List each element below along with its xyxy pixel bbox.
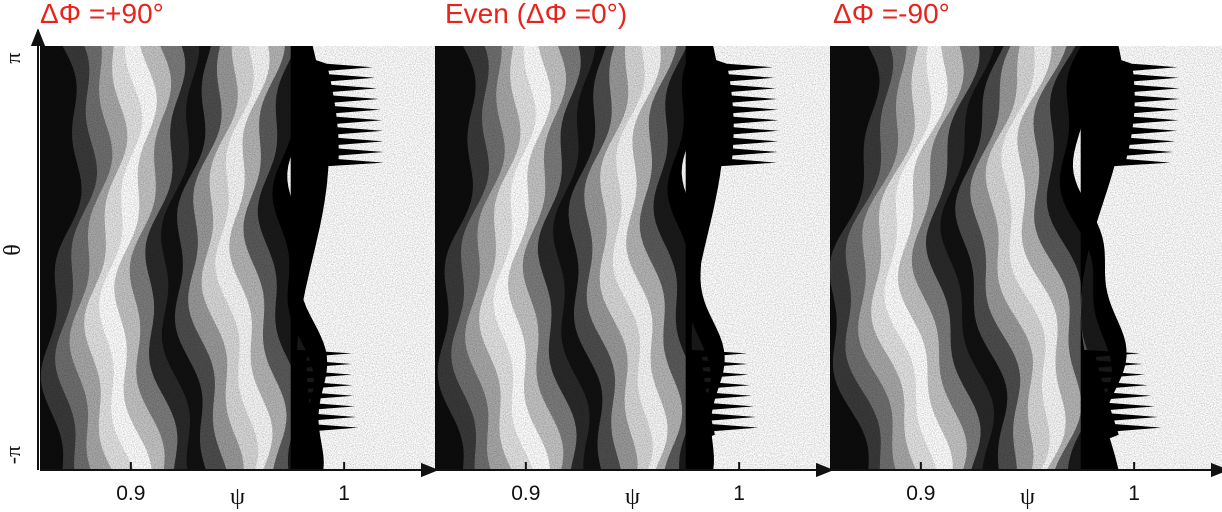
panel-2: 0.9 1 ψ xyxy=(435,46,834,510)
y-tick-pi: π xyxy=(0,52,25,63)
texture-overlay xyxy=(435,46,830,470)
panel-1-title: ΔΦ =+90° xyxy=(40,0,164,29)
phase-portrait xyxy=(435,46,830,470)
x-axis: 0.9 1 ψ xyxy=(40,462,439,510)
panel-2-title: Even (ΔΦ =0°) xyxy=(445,0,628,29)
x-tick-label-1: 1 xyxy=(1128,482,1140,505)
y-axis-label: θ xyxy=(0,244,26,256)
phase-portrait xyxy=(40,46,435,470)
x-tick-label-0.9: 0.9 xyxy=(906,482,935,505)
x-tick-label-0.9: 0.9 xyxy=(511,482,540,505)
x-axis-label: ψ xyxy=(625,484,640,510)
x-axis-label: ψ xyxy=(230,484,245,510)
x-tick-label-1: 1 xyxy=(733,482,745,505)
x-tick-label-0.9: 0.9 xyxy=(116,482,145,505)
texture-overlay xyxy=(40,46,435,470)
phase-portrait xyxy=(830,46,1222,470)
x-axis: 0.9 1 ψ xyxy=(830,462,1222,510)
panel-3-title: ΔΦ =-90° xyxy=(833,0,950,29)
x-axis-label: ψ xyxy=(1020,484,1035,510)
y-axis: π θ -π xyxy=(0,28,46,470)
x-axis: 0.9 1 ψ xyxy=(435,462,834,510)
x-tick-label-1: 1 xyxy=(338,482,350,505)
panel-3: 0.9 1 ψ xyxy=(830,46,1222,510)
panel-1: 0.9 1 ψ xyxy=(40,46,439,510)
texture-overlay xyxy=(830,46,1222,470)
y-tick-minus-pi: -π xyxy=(0,446,25,464)
